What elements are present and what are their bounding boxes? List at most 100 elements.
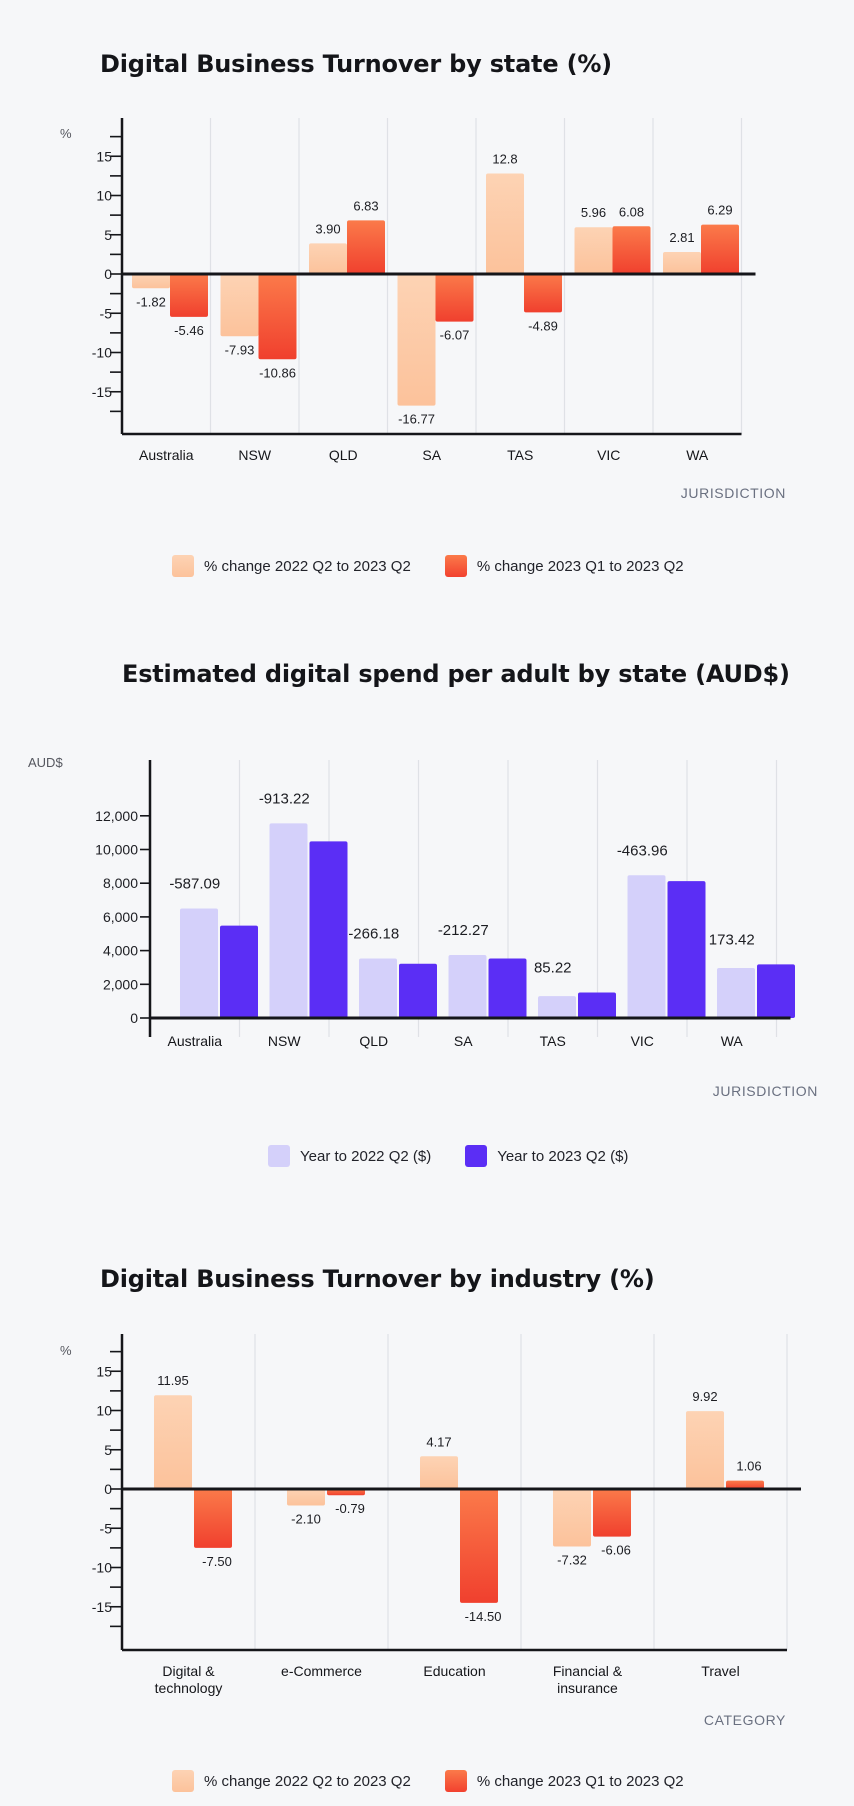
bar-2 bbox=[220, 925, 258, 1018]
y-tick-label: 12,000 bbox=[95, 808, 138, 824]
y-axis-unit-label: AUD$ bbox=[28, 755, 63, 770]
bar-1 bbox=[574, 227, 613, 274]
legend-swatch bbox=[172, 1770, 194, 1792]
y-tick-label: -10 bbox=[92, 1560, 112, 1576]
x-category-label: Australia bbox=[168, 1033, 223, 1049]
x-category-label: VIC bbox=[597, 447, 620, 463]
data-label: 6.29 bbox=[707, 203, 732, 218]
change-annotation: -463.96 bbox=[617, 842, 668, 859]
legend-swatch bbox=[444, 1770, 467, 1792]
y-tick-label: 10,000 bbox=[95, 842, 138, 858]
bar-2 bbox=[309, 841, 348, 1018]
x-category-label: NSW bbox=[268, 1033, 301, 1049]
bar-2 bbox=[460, 1489, 498, 1603]
bar-1 bbox=[287, 1489, 325, 1506]
bar-1 bbox=[154, 1395, 192, 1489]
x-category-label: VIC bbox=[631, 1033, 654, 1049]
data-label: -14.50 bbox=[465, 1609, 502, 1624]
bar-2 bbox=[701, 224, 739, 274]
data-label: 1.06 bbox=[736, 1459, 761, 1474]
x-axis-title: CATEGORY bbox=[704, 1712, 786, 1728]
y-tick-label: -10 bbox=[92, 345, 112, 361]
bar-1 bbox=[717, 967, 755, 1018]
legend-swatch bbox=[444, 555, 467, 577]
bar-1 bbox=[448, 954, 487, 1018]
data-label: 5.96 bbox=[581, 205, 606, 220]
y-tick-label: 0 bbox=[104, 1481, 112, 1497]
bar-1 bbox=[359, 958, 397, 1018]
chart-title: Digital Business Turnover by industry (%… bbox=[100, 1265, 655, 1293]
legend-label: Year to 2023 Q2 ($) bbox=[497, 1147, 629, 1165]
bar-1 bbox=[627, 875, 666, 1018]
data-label: -5.46 bbox=[174, 323, 204, 338]
data-label: 11.95 bbox=[157, 1373, 189, 1388]
data-label: -7.50 bbox=[202, 1554, 232, 1569]
x-category-label: QLD bbox=[359, 1033, 388, 1049]
change-annotation: -212.27 bbox=[438, 922, 489, 939]
y-tick-label: 15 bbox=[96, 1363, 112, 1379]
legend-item-series-1: % change 2022 Q2 to 2023 Q2 bbox=[172, 555, 411, 577]
bar-2 bbox=[435, 274, 474, 322]
y-tick-label: 0 bbox=[104, 266, 112, 282]
y-tick-label: -15 bbox=[92, 384, 112, 400]
legend-item-series-2: % change 2023 Q1 to 2023 Q2 bbox=[444, 1770, 684, 1792]
state-turnover-chart: %-15-10-5051015-1.82-5.46Australia-7.93-… bbox=[60, 118, 786, 501]
legend: % change 2022 Q2 to 2023 Q2 % change 202… bbox=[172, 555, 684, 577]
bar-2 bbox=[524, 274, 562, 313]
legend-label: % change 2023 Q1 to 2023 Q2 bbox=[476, 557, 684, 575]
bar-2 bbox=[170, 274, 208, 317]
change-annotation: 173.42 bbox=[709, 931, 755, 948]
bar-2 bbox=[194, 1489, 232, 1548]
x-category-label: e-Commerce bbox=[281, 1663, 362, 1679]
legend-label: % change 2022 Q2 to 2023 Q2 bbox=[204, 557, 411, 575]
bar-1 bbox=[269, 823, 308, 1018]
bar-1 bbox=[309, 243, 347, 274]
y-tick-label: 15 bbox=[96, 148, 112, 164]
bar-1 bbox=[686, 1411, 724, 1489]
x-category-label: NSW bbox=[238, 447, 271, 463]
data-label: 9.92 bbox=[692, 1389, 717, 1404]
bar-1 bbox=[486, 173, 524, 274]
bar-1 bbox=[420, 1456, 458, 1489]
legend-swatch bbox=[465, 1145, 488, 1167]
y-tick-label: 5 bbox=[104, 227, 112, 243]
legend-item-series-2: Year to 2023 Q2 ($) bbox=[465, 1145, 628, 1167]
bar-1 bbox=[663, 251, 701, 274]
chart-title: Estimated digital spend per adult by sta… bbox=[122, 660, 790, 688]
bar-2 bbox=[327, 1489, 365, 1496]
data-label: -1.82 bbox=[136, 294, 166, 309]
y-axis-unit-label: % bbox=[60, 126, 72, 141]
y-tick-label: -5 bbox=[100, 1520, 113, 1536]
data-label: -10.86 bbox=[259, 365, 296, 380]
legend-item-series-1: % change 2022 Q2 to 2023 Q2 bbox=[172, 1770, 411, 1792]
bar-2 bbox=[593, 1489, 631, 1537]
data-label: 3.90 bbox=[315, 221, 340, 236]
x-category-label: Travel bbox=[701, 1663, 739, 1679]
x-category-label: WA bbox=[686, 447, 709, 463]
x-category-label: TAS bbox=[540, 1033, 566, 1049]
change-annotation: -587.09 bbox=[169, 875, 220, 892]
legend-swatch bbox=[268, 1145, 290, 1167]
data-label: -2.10 bbox=[291, 1511, 321, 1526]
data-label: -6.06 bbox=[601, 1543, 631, 1558]
bar-1 bbox=[538, 996, 576, 1018]
x-category-label: insurance bbox=[557, 1680, 618, 1696]
x-category-label: Digital & bbox=[162, 1663, 215, 1679]
data-label: -7.93 bbox=[225, 342, 255, 357]
change-annotation: -266.18 bbox=[348, 926, 399, 943]
change-annotation: 85.22 bbox=[534, 960, 572, 977]
y-tick-label: 2,000 bbox=[103, 976, 138, 992]
bar-2 bbox=[726, 1480, 764, 1489]
legend: Year to 2022 Q2 ($) Year to 2023 Q2 ($) bbox=[268, 1145, 628, 1167]
state-spend-chart: AUD$ 0 2,000 4,000 6,000 8,000 10,000 12,000 -58… bbox=[28, 755, 817, 1099]
y-axis-unit-label: % bbox=[60, 1343, 72, 1358]
bar-2 bbox=[399, 963, 437, 1018]
legend-item-series-2: % change 2023 Q1 to 2023 Q2 bbox=[444, 555, 684, 577]
data-label: -0.79 bbox=[335, 1501, 365, 1516]
data-label: 12.8 bbox=[492, 152, 517, 167]
x-axis-title: JURISDICTION bbox=[681, 485, 786, 501]
bar-2 bbox=[347, 220, 385, 274]
x-category-label: Financial & bbox=[553, 1663, 623, 1679]
industry-turnover-chart: % -15 -10 -5 0 5 10 15 11.95 -7.50 Digital &techno… bbox=[60, 1334, 801, 1728]
y-tick-label: 0 bbox=[130, 1010, 138, 1026]
